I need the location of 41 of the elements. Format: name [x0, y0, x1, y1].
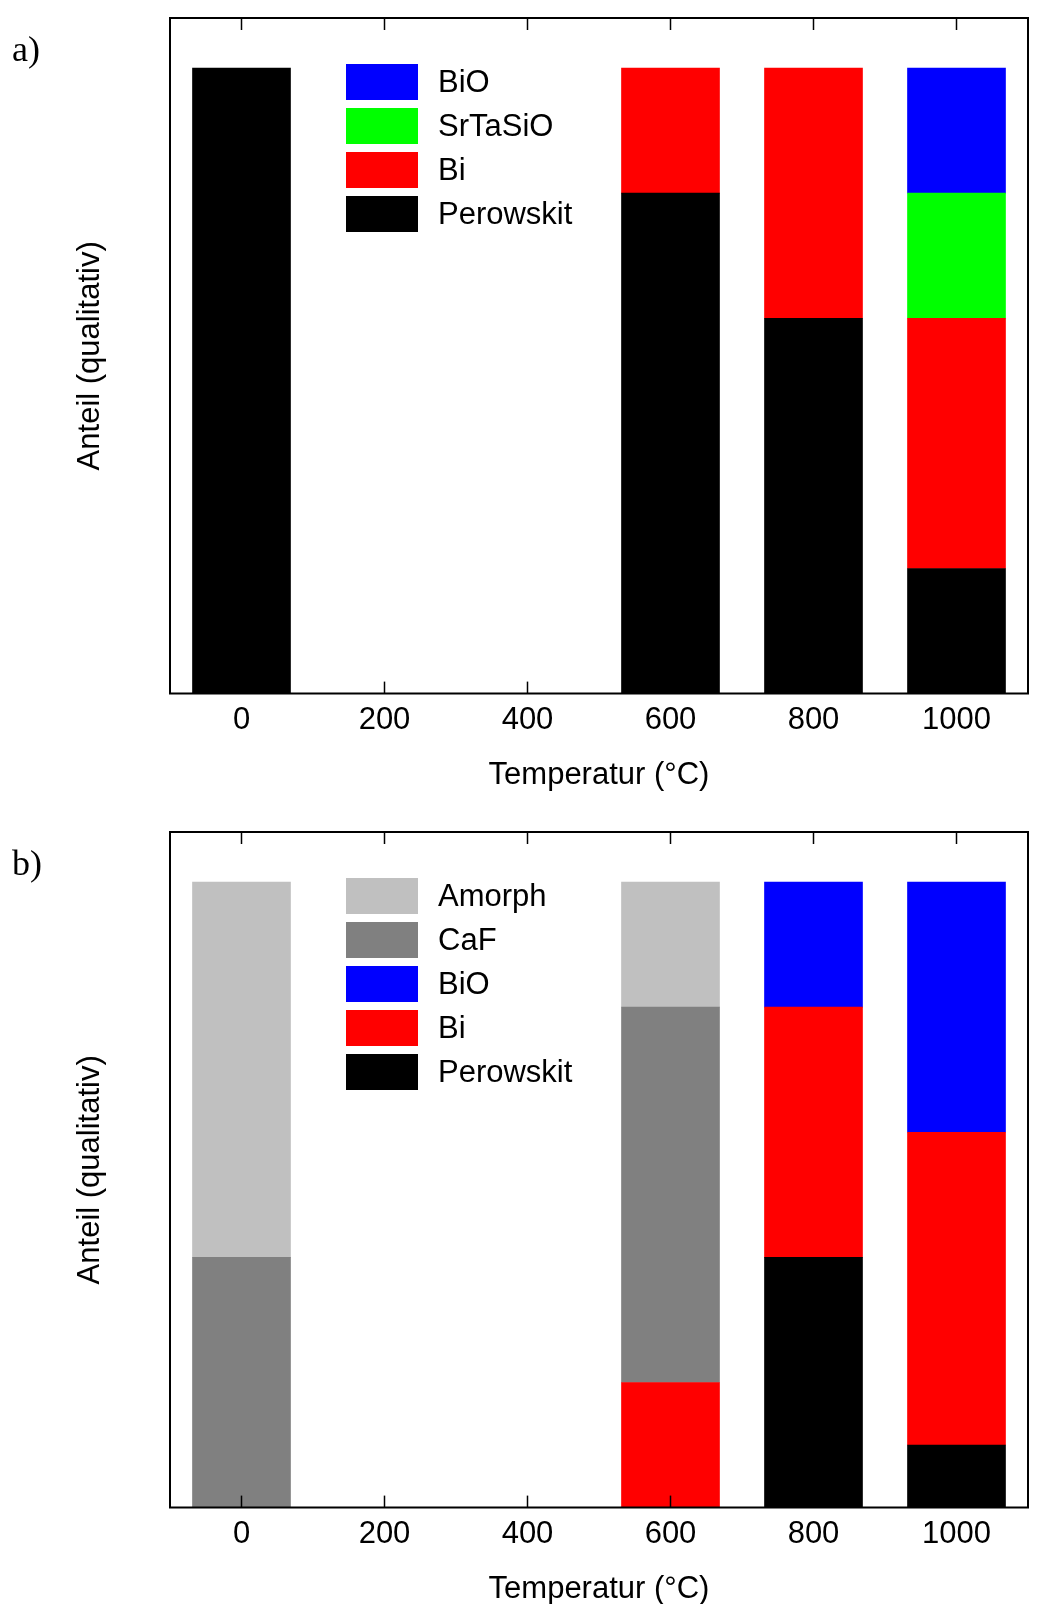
y-axis-title: Anteil (qualitativ) — [70, 1055, 106, 1285]
bar — [621, 1382, 720, 1508]
bar — [764, 1006, 863, 1258]
bar — [907, 1131, 1006, 1446]
text: b) — [12, 842, 42, 884]
x-axis-title: Temperatur (°C) — [488, 755, 710, 791]
legend-label: Perowskit — [438, 1054, 573, 1090]
legend-label: SrTaSiO — [438, 108, 554, 144]
text: a) — [12, 28, 40, 70]
x-tick-label: 400 — [501, 1514, 554, 1550]
x-tick-label: 600 — [644, 1514, 697, 1550]
legend-label: Bi — [438, 152, 466, 188]
x-tick-label: 1000 — [922, 1514, 991, 1550]
legend-label: BiO — [438, 64, 490, 100]
legend-label: Perowskit — [438, 196, 573, 232]
y-axis-title: Anteil (qualitativ) — [70, 241, 106, 471]
x-axis-title: Temperatur (°C) — [488, 1569, 710, 1604]
x-tick-label: 1000 — [922, 700, 991, 736]
x-tick-label: 0 — [232, 1514, 251, 1550]
bar — [621, 1006, 720, 1383]
bar — [907, 67, 1006, 194]
legend-label: Bi — [438, 1010, 466, 1046]
legend-label: Amorph — [438, 878, 547, 914]
bar — [621, 881, 720, 1008]
bar — [907, 192, 1006, 319]
x-tick-label: 200 — [358, 700, 411, 736]
x-tick-label: 400 — [501, 700, 554, 736]
bar — [192, 1257, 291, 1508]
legend-label: CaF — [438, 922, 497, 958]
legend-label: BiO — [438, 966, 490, 1002]
bar — [621, 67, 720, 194]
x-tick-label: 0 — [232, 700, 251, 736]
x-tick-label: 200 — [358, 1514, 411, 1550]
x-tick-label: 600 — [644, 700, 697, 736]
x-tick-label: 800 — [787, 700, 840, 736]
bar — [192, 881, 291, 1258]
bar — [764, 67, 863, 319]
bar — [907, 317, 1006, 569]
bar — [907, 881, 1006, 1133]
x-tick-label: 800 — [787, 1514, 840, 1550]
bar — [764, 881, 863, 1008]
